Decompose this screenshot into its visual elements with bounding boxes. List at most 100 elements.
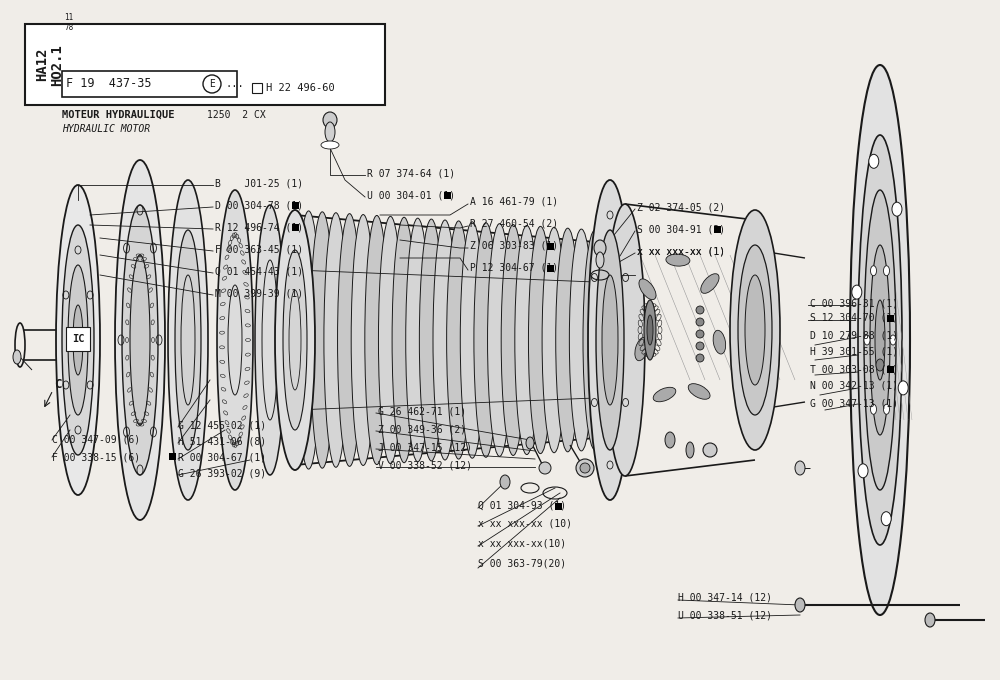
Text: V 00 338-52 (12): V 00 338-52 (12) — [378, 460, 472, 470]
Ellipse shape — [594, 240, 606, 256]
Ellipse shape — [701, 274, 719, 293]
Circle shape — [203, 75, 221, 93]
Text: HO2.1: HO2.1 — [50, 44, 64, 86]
Ellipse shape — [351, 215, 375, 465]
Ellipse shape — [392, 218, 416, 462]
Ellipse shape — [870, 266, 876, 275]
Ellipse shape — [864, 335, 870, 345]
Ellipse shape — [73, 305, 83, 375]
Ellipse shape — [325, 122, 335, 142]
Ellipse shape — [696, 342, 704, 350]
Text: x xx xxx-xx(10): x xx xxx-xx(10) — [478, 539, 566, 549]
Ellipse shape — [447, 221, 471, 459]
Bar — [555, 503, 562, 510]
Ellipse shape — [884, 266, 890, 275]
Ellipse shape — [869, 154, 879, 169]
Text: G 00 347-13 (1): G 00 347-13 (1) — [810, 398, 898, 408]
Ellipse shape — [688, 384, 710, 399]
Ellipse shape — [580, 463, 590, 473]
Text: Z 02 374-05 (2): Z 02 374-05 (2) — [637, 202, 725, 212]
Text: H 22 496-60: H 22 496-60 — [266, 83, 335, 92]
Ellipse shape — [696, 330, 704, 338]
Bar — [292, 224, 299, 231]
Ellipse shape — [324, 213, 348, 467]
Ellipse shape — [115, 160, 165, 520]
Ellipse shape — [881, 511, 891, 526]
Ellipse shape — [639, 279, 656, 300]
Bar — [887, 366, 894, 373]
Ellipse shape — [175, 230, 201, 450]
Text: x xx xxx-xx (10): x xx xxx-xx (10) — [478, 519, 572, 529]
Ellipse shape — [635, 337, 648, 360]
Ellipse shape — [275, 210, 315, 470]
Text: C: C — [54, 379, 62, 392]
Ellipse shape — [644, 300, 656, 360]
Ellipse shape — [596, 252, 604, 268]
Text: IC: IC — [72, 334, 84, 344]
Bar — [252, 83, 262, 92]
Text: D 00 304-78 (1): D 00 304-78 (1) — [215, 200, 303, 210]
Bar — [444, 192, 451, 199]
Ellipse shape — [433, 220, 457, 460]
Text: S 00 304-91 (2): S 00 304-91 (2) — [637, 224, 725, 234]
Ellipse shape — [795, 461, 805, 475]
Text: N 00 342-13 (1): N 00 342-13 (1) — [810, 381, 898, 391]
Text: F 00 363-45 (1): F 00 363-45 (1) — [215, 244, 303, 254]
Ellipse shape — [500, 475, 510, 489]
Ellipse shape — [217, 190, 253, 490]
Ellipse shape — [738, 245, 772, 415]
Ellipse shape — [583, 230, 607, 450]
Ellipse shape — [925, 613, 935, 627]
Bar — [714, 226, 721, 233]
Ellipse shape — [501, 224, 525, 456]
Ellipse shape — [321, 141, 339, 149]
Ellipse shape — [365, 216, 389, 464]
Bar — [547, 243, 554, 250]
Ellipse shape — [850, 65, 910, 615]
Text: C 00 347-09 (6): C 00 347-09 (6) — [52, 435, 140, 445]
Ellipse shape — [255, 205, 285, 475]
Ellipse shape — [297, 211, 321, 469]
Bar — [887, 315, 894, 322]
Ellipse shape — [323, 112, 337, 128]
Text: G 26 393-02 (9): G 26 393-02 (9) — [178, 468, 266, 478]
Text: G 26 462-71 (1): G 26 462-71 (1) — [378, 406, 466, 416]
Bar — [66, 327, 90, 351]
Text: H 00 347-14 (12): H 00 347-14 (12) — [678, 593, 772, 603]
Ellipse shape — [576, 459, 594, 477]
Ellipse shape — [665, 432, 675, 448]
Ellipse shape — [515, 226, 539, 454]
Bar — [292, 202, 299, 209]
Ellipse shape — [569, 229, 593, 451]
Ellipse shape — [378, 216, 402, 464]
Ellipse shape — [870, 245, 890, 435]
Text: M 00 399-39 (1): M 00 399-39 (1) — [215, 288, 303, 298]
Text: S 12 304-70 (1): S 12 304-70 (1) — [810, 313, 898, 323]
Ellipse shape — [588, 180, 632, 500]
Text: C 00 396-31 (1): C 00 396-31 (1) — [810, 298, 898, 308]
Text: U 00 304-01 (1): U 00 304-01 (1) — [367, 190, 455, 200]
Text: F 00 338-15 (6): F 00 338-15 (6) — [52, 453, 140, 463]
Ellipse shape — [338, 214, 362, 466]
Text: x xx xxx-xx (1): x xx xxx-xx (1) — [637, 246, 725, 256]
Ellipse shape — [539, 462, 551, 474]
Bar — [25, 24, 385, 105]
Text: F 19  437-35: F 19 437-35 — [66, 78, 152, 90]
Ellipse shape — [602, 275, 618, 405]
Ellipse shape — [858, 135, 902, 545]
Ellipse shape — [890, 335, 896, 345]
Ellipse shape — [122, 205, 158, 475]
Text: J 00 347-15 (12): J 00 347-15 (12) — [378, 442, 472, 452]
Text: Q 01 454-43 (1): Q 01 454-43 (1) — [215, 266, 303, 276]
Text: S 00 363-79(20): S 00 363-79(20) — [478, 559, 566, 569]
Text: R 00 304-67 (1): R 00 304-67 (1) — [178, 452, 266, 462]
Ellipse shape — [892, 202, 902, 216]
Text: A 16 461-79 (1): A 16 461-79 (1) — [470, 197, 558, 207]
Ellipse shape — [310, 211, 334, 469]
Ellipse shape — [283, 250, 307, 430]
Text: 1250  2 CX: 1250 2 CX — [207, 109, 266, 120]
Text: D 10 279-88 (1): D 10 279-88 (1) — [810, 330, 898, 340]
Ellipse shape — [745, 275, 765, 385]
Ellipse shape — [15, 323, 25, 367]
Ellipse shape — [686, 442, 694, 458]
